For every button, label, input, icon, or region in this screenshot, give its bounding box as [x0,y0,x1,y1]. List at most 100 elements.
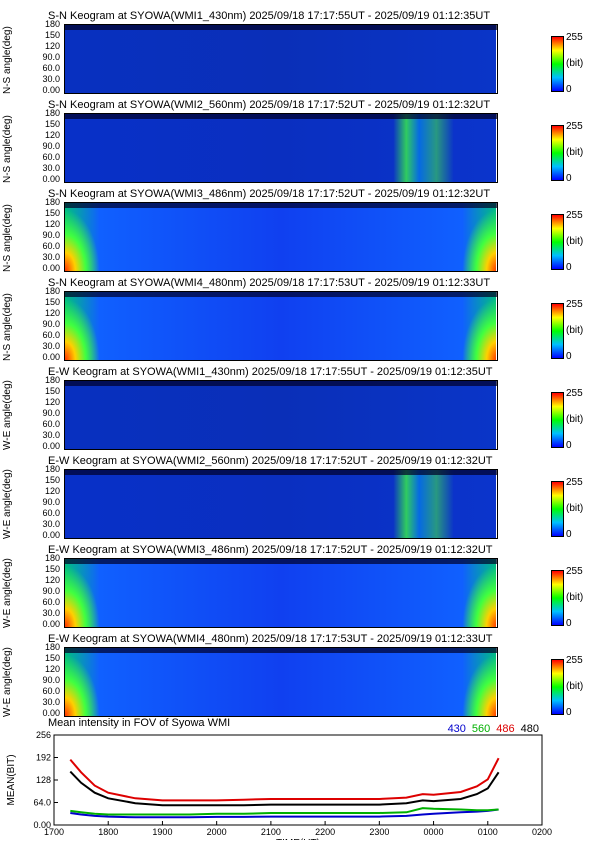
keogram-ytick: 120 [44,308,60,318]
colorbar-label: 0 [566,84,572,95]
colorbar-label: (bit) [566,414,584,425]
keogram-ytick: 150 [44,208,60,218]
keogram-ytick: 0.00 [42,85,60,95]
colorbar-label: (bit) [566,58,584,69]
colorbar-label: 0 [566,351,572,362]
keogram-ytick: 0.00 [42,708,60,718]
legend: 430 560 486 480 [442,719,539,737]
x-axis-label: TIME(UT) [276,838,320,840]
keogram-ytick: 120 [44,486,60,496]
keogram-ytick: 60.0 [42,330,60,340]
keogram-image [64,469,498,539]
keogram-image [64,202,498,272]
keogram-ytick: 60.0 [42,597,60,607]
y-tick-label: 128 [36,775,51,785]
keogram-panel: S-N Keogram at SYOWA(WMI2_560nm) 2025/09… [0,97,595,185]
y-axis-label: MEAN(BIT) [6,754,17,805]
keogram-ytick: 0.00 [42,530,60,540]
mean-intensity-title: Mean intensity in FOV of Syowa WMI [48,717,231,729]
keogram-ylabel: N-S angle(deg) [2,115,13,183]
series-line-480 [69,770,500,807]
colorbar [551,125,564,181]
keogram-title: E-W Keogram at SYOWA(WMI3_486nm) 2025/09… [48,544,493,556]
colorbar-label: (bit) [566,592,584,603]
keogram-image [64,380,498,450]
colorbar [551,481,564,537]
keogram-ytick: 180 [44,197,60,207]
no-data-region [496,470,497,538]
keogram-ylabel: N-S angle(deg) [2,204,13,272]
colorbar [551,214,564,270]
legend-entry: 480 [520,723,539,735]
x-tick-label: 2300 [369,827,389,837]
colorbar-label: (bit) [566,147,584,158]
keogram-ytick: 0.00 [42,263,60,273]
colorbar-label: 0 [566,707,572,718]
keogram-ytick: 60.0 [42,686,60,696]
keogram-ytick: 150 [44,475,60,485]
keogram-title: S-N Keogram at SYOWA(WMI1_430nm) 2025/09… [48,10,491,22]
keogram-ytick: 0.00 [42,352,60,362]
colorbar-label: (bit) [566,503,584,514]
x-tick-label: 1700 [44,827,64,837]
colorbar-label: 255 [566,32,583,43]
keogram-ytick: 30.0 [42,74,60,84]
keogram-ytick: 120 [44,664,60,674]
horizon-band [65,25,497,30]
no-data-region [496,381,497,449]
horizon-band [65,114,497,119]
colorbar-label: (bit) [566,325,584,336]
x-tick-label: 1900 [152,827,172,837]
keogram-ytick: 180 [44,375,60,385]
keogram-ytick: 60.0 [42,508,60,518]
no-data-region [496,648,497,716]
keogram-ytick: 180 [44,19,60,29]
keogram-panel: S-N Keogram at SYOWA(WMI4_480nm) 2025/09… [0,275,595,363]
keogram-ytick: 90.0 [42,675,60,685]
keogram-ytick: 0.00 [42,174,60,184]
colorbar-label: 0 [566,529,572,540]
keogram-ytick: 120 [44,397,60,407]
colorbar-label: 0 [566,440,572,451]
keogram-ytick: 180 [44,286,60,296]
y-tick-label: 0.00 [33,820,51,830]
keogram-ytick: 90.0 [42,230,60,240]
keogram-ylabel: W-E angle(deg) [2,647,13,717]
keogram-ylabel: N-S angle(deg) [2,293,13,361]
horizon-band [65,559,497,564]
keogram-image [64,647,498,717]
keogram-ytick: 30.0 [42,697,60,707]
keogram-title: S-N Keogram at SYOWA(WMI3_486nm) 2025/09… [48,188,491,200]
keogram-ytick: 0.00 [42,619,60,629]
keogram-image [64,291,498,361]
y-tick-label: 192 [36,753,51,763]
keogram-ytick: 180 [44,464,60,474]
keogram-ytick: 30.0 [42,430,60,440]
colorbar-label: 255 [566,388,583,399]
no-data-region [496,203,497,271]
colorbar-label: (bit) [566,236,584,247]
keogram-ytick: 60.0 [42,152,60,162]
keogram-title: E-W Keogram at SYOWA(WMI2_560nm) 2025/09… [48,455,493,467]
colorbar-label: (bit) [566,681,584,692]
keogram-ytick: 30.0 [42,252,60,262]
keogram-ytick: 150 [44,564,60,574]
colorbar [551,392,564,448]
keogram-ytick: 30.0 [42,608,60,618]
keogram-panel: E-W Keogram at SYOWA(WMI2_560nm) 2025/09… [0,453,595,541]
keogram-title: S-N Keogram at SYOWA(WMI2_560nm) 2025/09… [48,99,491,111]
keogram-panel: E-W Keogram at SYOWA(WMI4_480nm) 2025/09… [0,631,595,719]
keogram-image [64,113,498,183]
x-tick-label: 0100 [478,827,498,837]
keogram-ytick: 30.0 [42,341,60,351]
no-data-region [496,114,497,182]
colorbar [551,303,564,359]
keogram-ytick: 90.0 [42,52,60,62]
colorbar-label: 255 [566,210,583,221]
no-data-region [496,292,497,360]
horizon-band [65,470,497,475]
series-line-430 [70,808,499,819]
no-data-region [496,25,497,93]
horizon-band [65,203,497,208]
legend-entry: 486 [496,723,515,735]
